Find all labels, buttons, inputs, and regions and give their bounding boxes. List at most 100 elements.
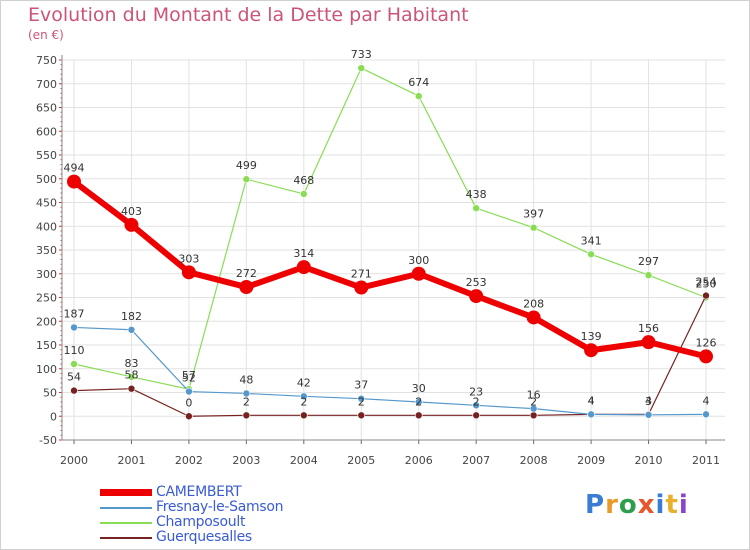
data-point [644,411,653,419]
data-label: 4 [588,394,595,407]
data-point [529,223,538,232]
data-label: 110 [64,344,85,357]
x-tick-label: 2007 [462,454,490,467]
data-label: 733 [351,48,372,61]
data-label: 187 [64,307,85,320]
y-tick-label: 100 [36,363,57,376]
legend-item: Guerquesalles [100,529,400,545]
chart-unit-label: (en €) [28,28,64,42]
data-label: 58 [124,369,138,382]
data-label: 0 [185,396,192,409]
data-label: 4 [703,394,710,407]
data-point [472,401,480,410]
data-point [300,392,308,401]
data-point [702,410,710,419]
proxiti-logo: Proxiti [585,490,689,520]
legend-label: Guerquesalles [156,529,252,545]
data-point [67,174,81,189]
y-tick-label: 600 [36,125,57,138]
data-point [296,260,311,275]
data-point [357,411,366,420]
data-point [124,217,139,232]
data-labels: 110 83 57 499 468 733 674 438 397 341 297 250 54 58 0 2… [64,48,717,409]
data-label: 674 [408,76,429,89]
data-label: 4 [588,394,595,407]
data-label: 403 [121,205,142,218]
data-label: 30 [412,382,426,395]
data-label: 303 [178,252,199,265]
data-point [702,291,710,300]
data-point [300,190,308,198]
data-label: 4 [645,394,652,407]
data-point [242,175,251,184]
y-tick-label: 550 [36,149,57,162]
data-label: 57 [182,369,196,382]
data-point [242,411,251,420]
x-tick-label: 2008 [520,454,548,467]
data-point [529,411,538,420]
data-point [127,384,136,393]
data-point [526,310,541,325]
y-tick-label: 250 [36,292,57,305]
data-point [644,271,653,279]
y-tick-label: 700 [36,78,57,91]
y-tick-label: 50 [43,387,57,400]
axes: -500501001502002503003504004505005506006… [36,54,725,467]
data-label: 83 [124,357,138,370]
legend-swatch [100,522,152,524]
data-point [469,289,484,304]
y-tick-label: 450 [36,197,57,210]
data-point [414,92,423,100]
legend-item: Fresnay-le-Samson [100,499,400,515]
data-point [127,325,136,334]
data-label: 42 [297,376,311,389]
data-label: 139 [581,330,602,343]
legend-swatch [100,537,152,539]
x-tick-label: 2000 [60,454,88,467]
data-label: 2 [530,395,537,408]
data-point [242,389,251,398]
data-label: 271 [351,268,372,281]
data-point [239,280,254,295]
data-point [472,204,480,212]
data-point [414,398,423,406]
legend-swatch [100,489,152,496]
data-point [70,360,78,368]
y-tick-label: 300 [36,268,57,281]
chart-title: Evolution du Montant de la Dette par Hab… [28,4,469,26]
data-label: 2 [243,395,250,408]
x-tick-label: 2006 [405,454,433,467]
data-point [414,411,423,420]
x-tick-label: 2001 [117,454,145,467]
data-label: 297 [638,255,659,268]
data-point [357,394,366,403]
legend-item: CAMEMBERT [100,484,400,500]
data-label: 54 [67,371,81,384]
data-point [354,280,369,295]
data-label: 52 [182,372,196,385]
x-tick-label: 2004 [290,454,318,467]
data-point [584,343,599,358]
data-label: 254 [696,276,717,289]
data-label: 156 [638,322,659,335]
data-point [185,387,193,396]
x-tick-label: 2005 [347,454,375,467]
data-point [529,404,538,413]
data-label: 208 [523,297,544,310]
data-point [411,266,426,281]
data-label: 2 [473,395,480,408]
data-label: 182 [121,310,142,323]
data-label: 253 [466,276,487,289]
y-tick-label: 150 [36,339,57,352]
series-line-camembert [72,179,707,360]
data-label: 2 [300,395,307,408]
data-label: 126 [696,336,717,349]
y-tick-label: 350 [36,244,57,257]
data-label: 314 [293,247,314,260]
data-point [641,335,656,350]
data-point [185,412,193,421]
data-point [587,410,595,419]
data-label: 48 [239,373,253,386]
